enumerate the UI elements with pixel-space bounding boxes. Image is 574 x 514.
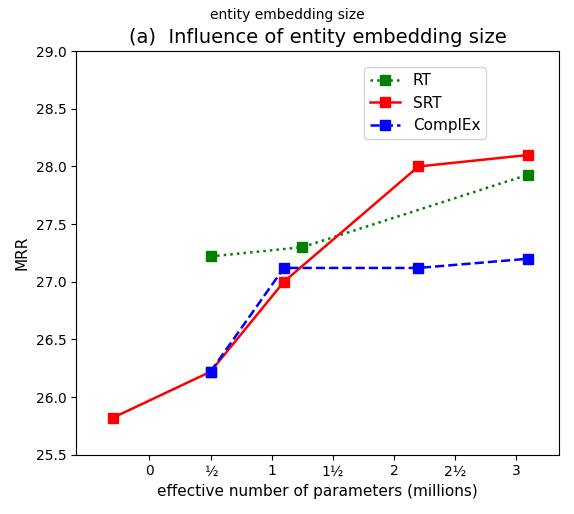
SRT [207,369,214,375]
ComplEx [415,265,422,271]
Line: SRT: SRT [108,150,533,423]
ComplEx [207,369,214,375]
Text: entity embedding size: entity embedding size [210,8,364,22]
SRT [281,279,288,285]
Legend: RT, SRT, ComplEx: RT, SRT, ComplEx [364,67,486,139]
SRT [415,163,422,170]
RT [525,172,532,178]
RT [207,253,214,260]
X-axis label: effective number of parameters (millions): effective number of parameters (millions… [157,484,478,499]
ComplEx [525,255,532,262]
SRT [525,152,532,158]
Line: ComplEx: ComplEx [205,254,533,377]
Line: RT: RT [205,170,533,261]
RT [299,244,306,250]
SRT [109,415,116,421]
Y-axis label: MRR: MRR [15,236,30,270]
Title: (a)  Influence of entity embedding size: (a) Influence of entity embedding size [129,28,506,47]
ComplEx [281,265,288,271]
